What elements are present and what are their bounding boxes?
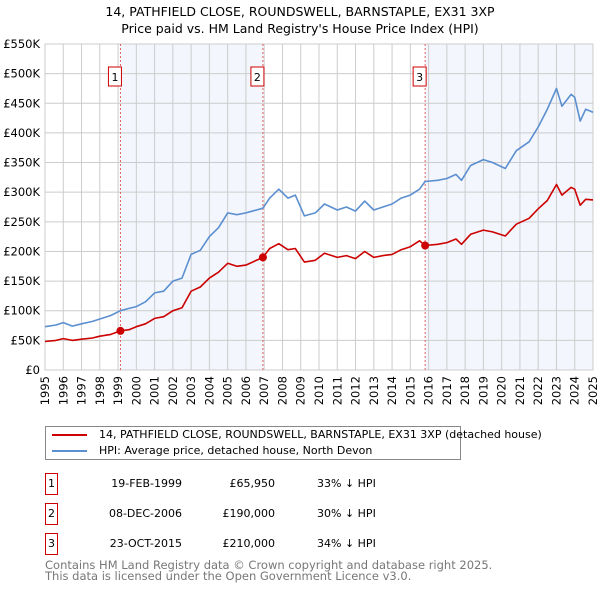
sale-number: 2 [45,503,58,525]
x-tick-label: 2021 [513,376,527,405]
x-tick-label: 2025 [586,376,600,405]
sale-hpi-diff: 30% ↓ HPI [317,507,376,520]
y-tick-label: £150K [3,274,40,288]
sale-date: 23-OCT-2015 [109,537,182,550]
y-tick-label: £500K [3,67,40,81]
x-tick-label: 2017 [440,376,454,405]
sale-marker-box [250,66,265,87]
x-tick-label: 2009 [294,376,308,405]
y-tick-label: £50K [11,333,41,347]
x-tick-label: 2020 [495,376,509,405]
hpi-line [44,87,594,328]
x-tick-label: 1997 [75,376,89,405]
y-tick-label: £450K [3,96,40,110]
x-tick-label: 2010 [312,376,326,405]
x-tick-label: 1996 [56,376,70,405]
property-price-line [44,183,594,343]
footer-line-1: Contains HM Land Registry data © Crown c… [45,558,493,572]
x-tick-label: 2023 [549,376,563,405]
y-tick-label: £400K [3,126,40,140]
sale-row: 2 08-DEC-2006 £190,000 30% ↓ HPI [45,503,376,525]
y-tick-label: £250K [3,215,40,229]
x-tick-label: 2006 [239,376,253,405]
sale-marker-number: 1 [111,71,118,84]
legend-label-property: 14, PATHFIELD CLOSE, ROUNDSWELL, BARNSTA… [99,428,542,441]
x-tick-label: 2012 [349,376,363,405]
sale-point [258,253,267,262]
sale-price: £190,000 [222,507,276,520]
x-tick-label: 2022 [531,376,545,405]
shaded-period [425,44,593,370]
x-tick-label: 2002 [166,376,180,405]
x-tick-label: 2024 [568,376,582,405]
y-tick-label: £200K [3,244,40,258]
x-tick-label: 2011 [330,376,344,405]
sale-hpi-diff: 34% ↓ HPI [317,537,376,550]
y-tick-label: £0 [25,363,40,377]
shaded-period [120,44,263,370]
sale-number: 3 [45,533,58,555]
x-tick-label: 2000 [129,376,143,405]
y-tick-label: £100K [3,304,40,318]
legend-swatch-blue [52,450,87,452]
footer: Contains HM Land Registry data © Crown c… [45,558,493,583]
x-tick-label: 1999 [111,376,125,405]
x-tick-label: 2008 [275,376,289,405]
sale-point [421,241,430,250]
x-tick-label: 1998 [93,376,107,405]
chart-subtitle: Price paid vs. HM Land Registry's House … [121,21,479,36]
x-tick-label: 2015 [403,376,417,405]
sale-price: £65,950 [229,477,276,490]
sale-price: £210,000 [222,537,276,550]
sale-hpi-diff: 33% ↓ HPI [317,477,376,490]
x-tick-label: 2013 [367,376,381,405]
legend: 14, PATHFIELD CLOSE, ROUNDSWELL, BARNSTA… [45,426,542,460]
x-tick-label: 2005 [221,376,235,405]
x-tick-label: 2016 [422,376,436,405]
y-tick-label: £550K [3,37,40,51]
sale-row: 3 23-OCT-2015 £210,000 34% ↓ HPI [45,533,376,555]
y-tick-label: £300K [3,185,40,199]
sale-row: 1 19-FEB-1999 £65,950 33% ↓ HPI [45,473,376,495]
sale-date: 08-DEC-2006 [108,507,182,520]
x-tick-label: 2007 [257,376,271,405]
x-tick-label: 2018 [458,376,472,405]
x-tick-label: 2001 [148,376,162,405]
y-tick-label: £350K [3,156,40,170]
sale-date: 19-FEB-1999 [111,477,182,490]
x-tick-label: 2004 [202,376,216,405]
sale-number: 1 [45,473,58,495]
sale-marker-box [107,66,122,87]
x-tick-label: 2003 [184,376,198,405]
legend-swatch-red [52,434,87,436]
sale-marker-number: 2 [254,71,261,84]
sale-point [116,326,125,335]
footer-line-2: This data is licensed under the Open Gov… [45,569,412,583]
legend-label-hpi: HPI: Average price, detached house, Nort… [99,444,373,457]
x-tick-label: 2019 [476,376,490,405]
sale-marker-box [412,66,427,87]
sale-marker-number: 3 [416,71,423,84]
x-tick-label: 2014 [385,376,399,405]
chart-title: 14, PATHFIELD CLOSE, ROUNDSWELL, BARNSTA… [105,4,495,19]
x-tick-label: 1995 [38,376,52,405]
plot-border [44,43,594,371]
price-chart: 1995 1996 1997 1998 1999 2000 2001 2002 2003 2004… [3,37,600,405]
